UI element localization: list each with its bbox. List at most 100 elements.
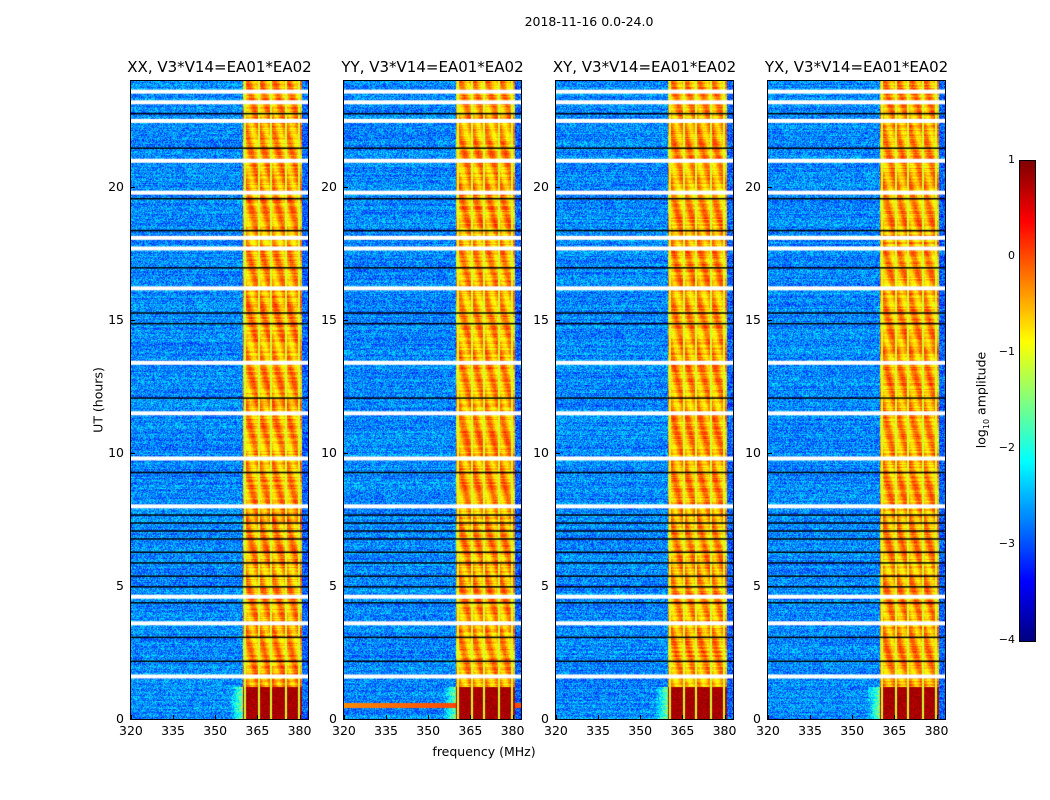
x-tick-mark [344, 715, 345, 719]
y-tick-mark [344, 453, 348, 455]
y-tick-mark [768, 586, 772, 588]
y-tick-mark [556, 719, 560, 720]
panel-title: YX, V3*V14=EA01*EA02 [764, 58, 949, 76]
heatmap-panel-yy [343, 80, 522, 720]
y-tick-mark [768, 187, 772, 189]
y-tick-mark [768, 320, 772, 322]
y-tick-mark [556, 453, 560, 455]
x-tick-label: 380 [924, 723, 949, 738]
heatmap-panel-xy [555, 80, 734, 720]
y-tick-label: 10 [533, 445, 549, 461]
x-tick-label: 350 [840, 723, 865, 738]
y-tick-label: 5 [329, 578, 337, 594]
colorbar-tick-label: −4 [998, 633, 1015, 646]
y-tick-mark [131, 453, 135, 455]
x-tick-label: 365 [245, 723, 270, 738]
x-tick-mark [257, 715, 259, 719]
colorbar-tick-label: −3 [998, 537, 1015, 550]
x-tick-mark [512, 715, 514, 719]
colorbar-gradient [1020, 161, 1035, 641]
x-tick-label: 320 [332, 723, 356, 738]
y-tick-mark [344, 187, 348, 189]
y-tick-label: 20 [533, 179, 549, 195]
x-tick-mark [810, 715, 812, 719]
x-tick-label: 350 [628, 723, 653, 738]
x-tick-mark [768, 715, 769, 719]
y-tick-label: 0 [116, 711, 124, 726]
y-tick-mark [556, 586, 560, 588]
x-tick-label: 335 [161, 723, 185, 738]
x-tick-label: 335 [374, 723, 398, 738]
panel-title: XY, V3*V14=EA01*EA02 [552, 58, 737, 76]
colorbar-label-suffix: amplitude [973, 351, 989, 419]
y-tick-mark [131, 187, 135, 189]
y-tick-label: 15 [533, 312, 549, 328]
heatmap-canvas [344, 81, 521, 719]
x-tick-mark [724, 715, 726, 719]
x-tick-mark [470, 715, 472, 719]
x-tick-mark [640, 715, 642, 719]
x-tick-label: 350 [203, 723, 228, 738]
colorbar-label: log10 amplitude [973, 352, 991, 448]
y-tick-label: 5 [541, 578, 549, 594]
y-tick-label: 5 [753, 578, 761, 594]
x-tick-mark [852, 715, 854, 719]
y-tick-label: 10 [108, 445, 124, 461]
y-tick-mark [768, 453, 772, 455]
y-tick-mark [768, 719, 772, 720]
x-tick-mark [936, 715, 938, 719]
y-tick-mark [131, 586, 135, 588]
x-tick-label: 365 [670, 723, 695, 738]
x-tick-label: 320 [119, 723, 143, 738]
y-tick-label: 0 [329, 711, 337, 726]
figure-title: 2018-11-16 0.0-24.0 [524, 14, 654, 29]
x-tick-mark [428, 715, 430, 719]
x-tick-mark [299, 715, 301, 719]
y-tick-label: 10 [745, 445, 761, 461]
y-tick-mark [556, 187, 560, 189]
x-tick-mark [131, 715, 132, 719]
heatmap-panel-yx [767, 80, 946, 720]
x-tick-label: 320 [544, 723, 568, 738]
x-tick-label: 380 [712, 723, 737, 738]
x-tick-label: 365 [882, 723, 907, 738]
colorbar [1019, 160, 1036, 642]
x-tick-label: 365 [458, 723, 483, 738]
x-tick-mark [215, 715, 217, 719]
panel-title: YY, V3*V14=EA01*EA02 [341, 58, 524, 76]
y-tick-label: 10 [321, 445, 337, 461]
y-tick-label: 15 [745, 312, 761, 328]
x-tick-label: 335 [798, 723, 822, 738]
x-tick-label: 335 [586, 723, 610, 738]
y-tick-mark [344, 719, 348, 720]
colorbar-tick-label: −2 [998, 441, 1015, 454]
x-tick-mark [894, 715, 896, 719]
heatmap-canvas [556, 81, 733, 719]
y-axis-label: UT (hours) [90, 367, 106, 433]
colorbar-label-prefix: log [973, 429, 989, 449]
y-tick-mark [344, 586, 348, 588]
x-tick-mark [173, 715, 175, 719]
y-tick-label: 5 [116, 578, 124, 594]
x-axis-label: frequency (MHz) [432, 744, 536, 759]
colorbar-label-sub: 10 [981, 418, 991, 430]
x-tick-mark [598, 715, 600, 719]
x-tick-label: 380 [500, 723, 525, 738]
x-tick-mark [682, 715, 684, 719]
x-tick-label: 350 [416, 723, 441, 738]
y-tick-mark [556, 320, 560, 322]
colorbar-tick-label: 0 [1008, 249, 1015, 262]
y-tick-mark [131, 320, 135, 322]
heatmap-panel-xx [130, 80, 309, 720]
y-tick-label: 15 [321, 312, 337, 328]
heatmap-canvas [768, 81, 945, 719]
colorbar-tick-label: 1 [1008, 153, 1015, 166]
y-tick-mark [344, 320, 348, 322]
x-tick-mark [556, 715, 557, 719]
y-tick-label: 20 [321, 179, 337, 195]
heatmap-canvas [131, 81, 308, 719]
y-tick-label: 20 [745, 179, 761, 195]
x-tick-label: 320 [756, 723, 780, 738]
y-tick-label: 15 [108, 312, 124, 328]
